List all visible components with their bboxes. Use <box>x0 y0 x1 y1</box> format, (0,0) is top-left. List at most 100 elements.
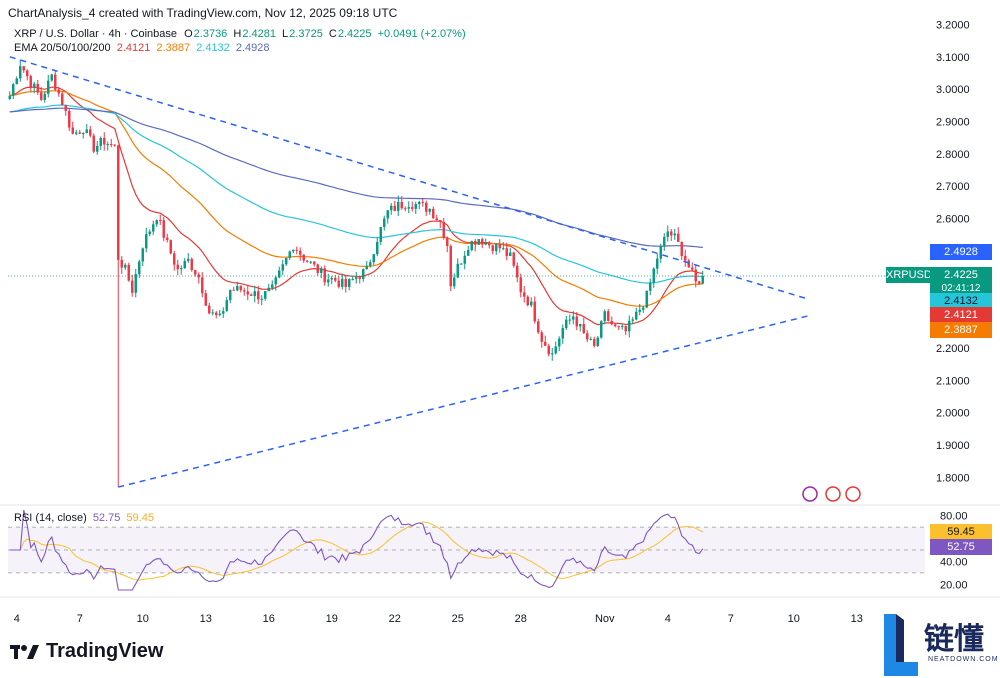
candle-body <box>649 282 652 291</box>
candle-body <box>57 89 60 94</box>
ema100-value: 2.4132 <box>196 42 230 54</box>
candle-body <box>439 219 442 222</box>
time-tick-label: 13 <box>200 613 212 625</box>
dividend-event-icon <box>802 486 818 502</box>
time-tick-label: Nov <box>595 613 615 625</box>
candle-body <box>71 127 74 134</box>
candle-body <box>47 80 50 94</box>
candle-body <box>523 292 526 297</box>
candle-body <box>540 332 543 342</box>
ohlc-legend: XRP / U.S. Dollar · 4h · Coinbase O2.373… <box>14 28 466 40</box>
candle-body <box>404 208 407 210</box>
candle-body <box>29 76 32 88</box>
candle-body <box>89 129 92 136</box>
candle-body <box>78 132 81 134</box>
candle-body <box>337 280 340 287</box>
candle-body <box>260 298 263 300</box>
time-tick-label: 22 <box>389 613 401 625</box>
symbol-line: XRP / U.S. Dollar · 4h · Coinbase <box>14 28 178 40</box>
candle-body <box>302 254 305 261</box>
candle-body <box>204 293 207 306</box>
candle-body <box>453 277 456 287</box>
candle-body <box>666 231 669 237</box>
time-tick-label: 10 <box>788 613 800 625</box>
candle-body <box>554 346 557 354</box>
candle-body <box>442 221 445 239</box>
candle-body <box>99 137 102 146</box>
time-tick-label: 25 <box>452 613 464 625</box>
ema100-tag: 2.4132 <box>930 293 992 309</box>
ema20-value: 2.4121 <box>116 42 151 54</box>
candle-body <box>330 277 333 280</box>
candle-body <box>530 301 533 306</box>
candle-body <box>635 311 638 320</box>
candle-body <box>365 265 368 270</box>
candle-body <box>456 263 459 278</box>
candle-body <box>467 250 470 256</box>
candle-body <box>40 92 43 100</box>
candle-body <box>309 261 312 263</box>
candle-body <box>222 311 225 314</box>
watermark-logo-icon <box>884 614 918 676</box>
candle-body <box>372 254 375 263</box>
candle-body <box>19 66 22 79</box>
candle-body <box>701 275 704 284</box>
candle-body <box>551 353 554 355</box>
candle-body <box>285 257 288 265</box>
candle-body <box>264 291 267 299</box>
watermark: 链懂 NEATDOWN.COM <box>876 610 1000 678</box>
candle-body <box>257 291 260 300</box>
candle-body <box>519 277 522 293</box>
low-label: L <box>282 28 289 40</box>
candle-body <box>617 326 620 328</box>
price-tick-label: 2.7000 <box>936 181 970 193</box>
candle-body <box>229 289 232 301</box>
ema200-tag: 2.4928 <box>930 244 992 260</box>
candle-body <box>670 231 673 236</box>
candle-body <box>694 269 697 282</box>
candle-body <box>313 261 316 265</box>
candle-body <box>607 311 610 321</box>
candle-body <box>393 205 396 211</box>
candle-body <box>407 207 410 209</box>
candle-body <box>54 74 57 90</box>
candle-body <box>92 135 95 152</box>
candle-body <box>572 316 575 320</box>
ema-label: EMA 20/50/100/200 <box>14 42 111 54</box>
candle-body <box>197 274 200 278</box>
rsi-tick-label: 40.00 <box>940 556 968 568</box>
candle-body <box>474 240 477 245</box>
candle-body <box>176 264 179 270</box>
candle-body <box>642 307 645 310</box>
time-tick-label: 16 <box>263 613 275 625</box>
candle-body <box>253 291 256 296</box>
ema20-line <box>9 86 703 326</box>
candle-body <box>495 243 498 252</box>
price-tick-label: 2.2000 <box>936 343 970 355</box>
symbol-tag: XRPUSD <box>886 267 932 283</box>
candle-body <box>610 320 613 325</box>
candle-body <box>351 279 354 281</box>
candle-body <box>341 278 344 287</box>
candle-body <box>225 300 228 312</box>
candle-body <box>162 220 165 238</box>
price-tick-label: 3.2000 <box>936 19 970 31</box>
candle-body <box>323 268 326 283</box>
candle-body <box>50 74 53 81</box>
candle-body <box>106 143 109 145</box>
price-tick-label: 2.8000 <box>936 149 970 161</box>
candle-body <box>477 239 480 245</box>
candle-body <box>673 233 676 236</box>
candle-body <box>544 341 547 346</box>
lower-trendline <box>118 314 810 488</box>
last-price-tag: 2.4225 <box>930 267 992 283</box>
time-tick-label: 4 <box>665 613 671 625</box>
time-tick-label: 4 <box>14 613 20 625</box>
candle-body <box>379 227 382 242</box>
ema50-line <box>9 90 703 307</box>
candle-body <box>575 316 578 327</box>
candle-body <box>12 84 15 96</box>
candle-body <box>306 260 309 262</box>
candle-body <box>383 218 386 228</box>
candle-body <box>505 248 508 256</box>
